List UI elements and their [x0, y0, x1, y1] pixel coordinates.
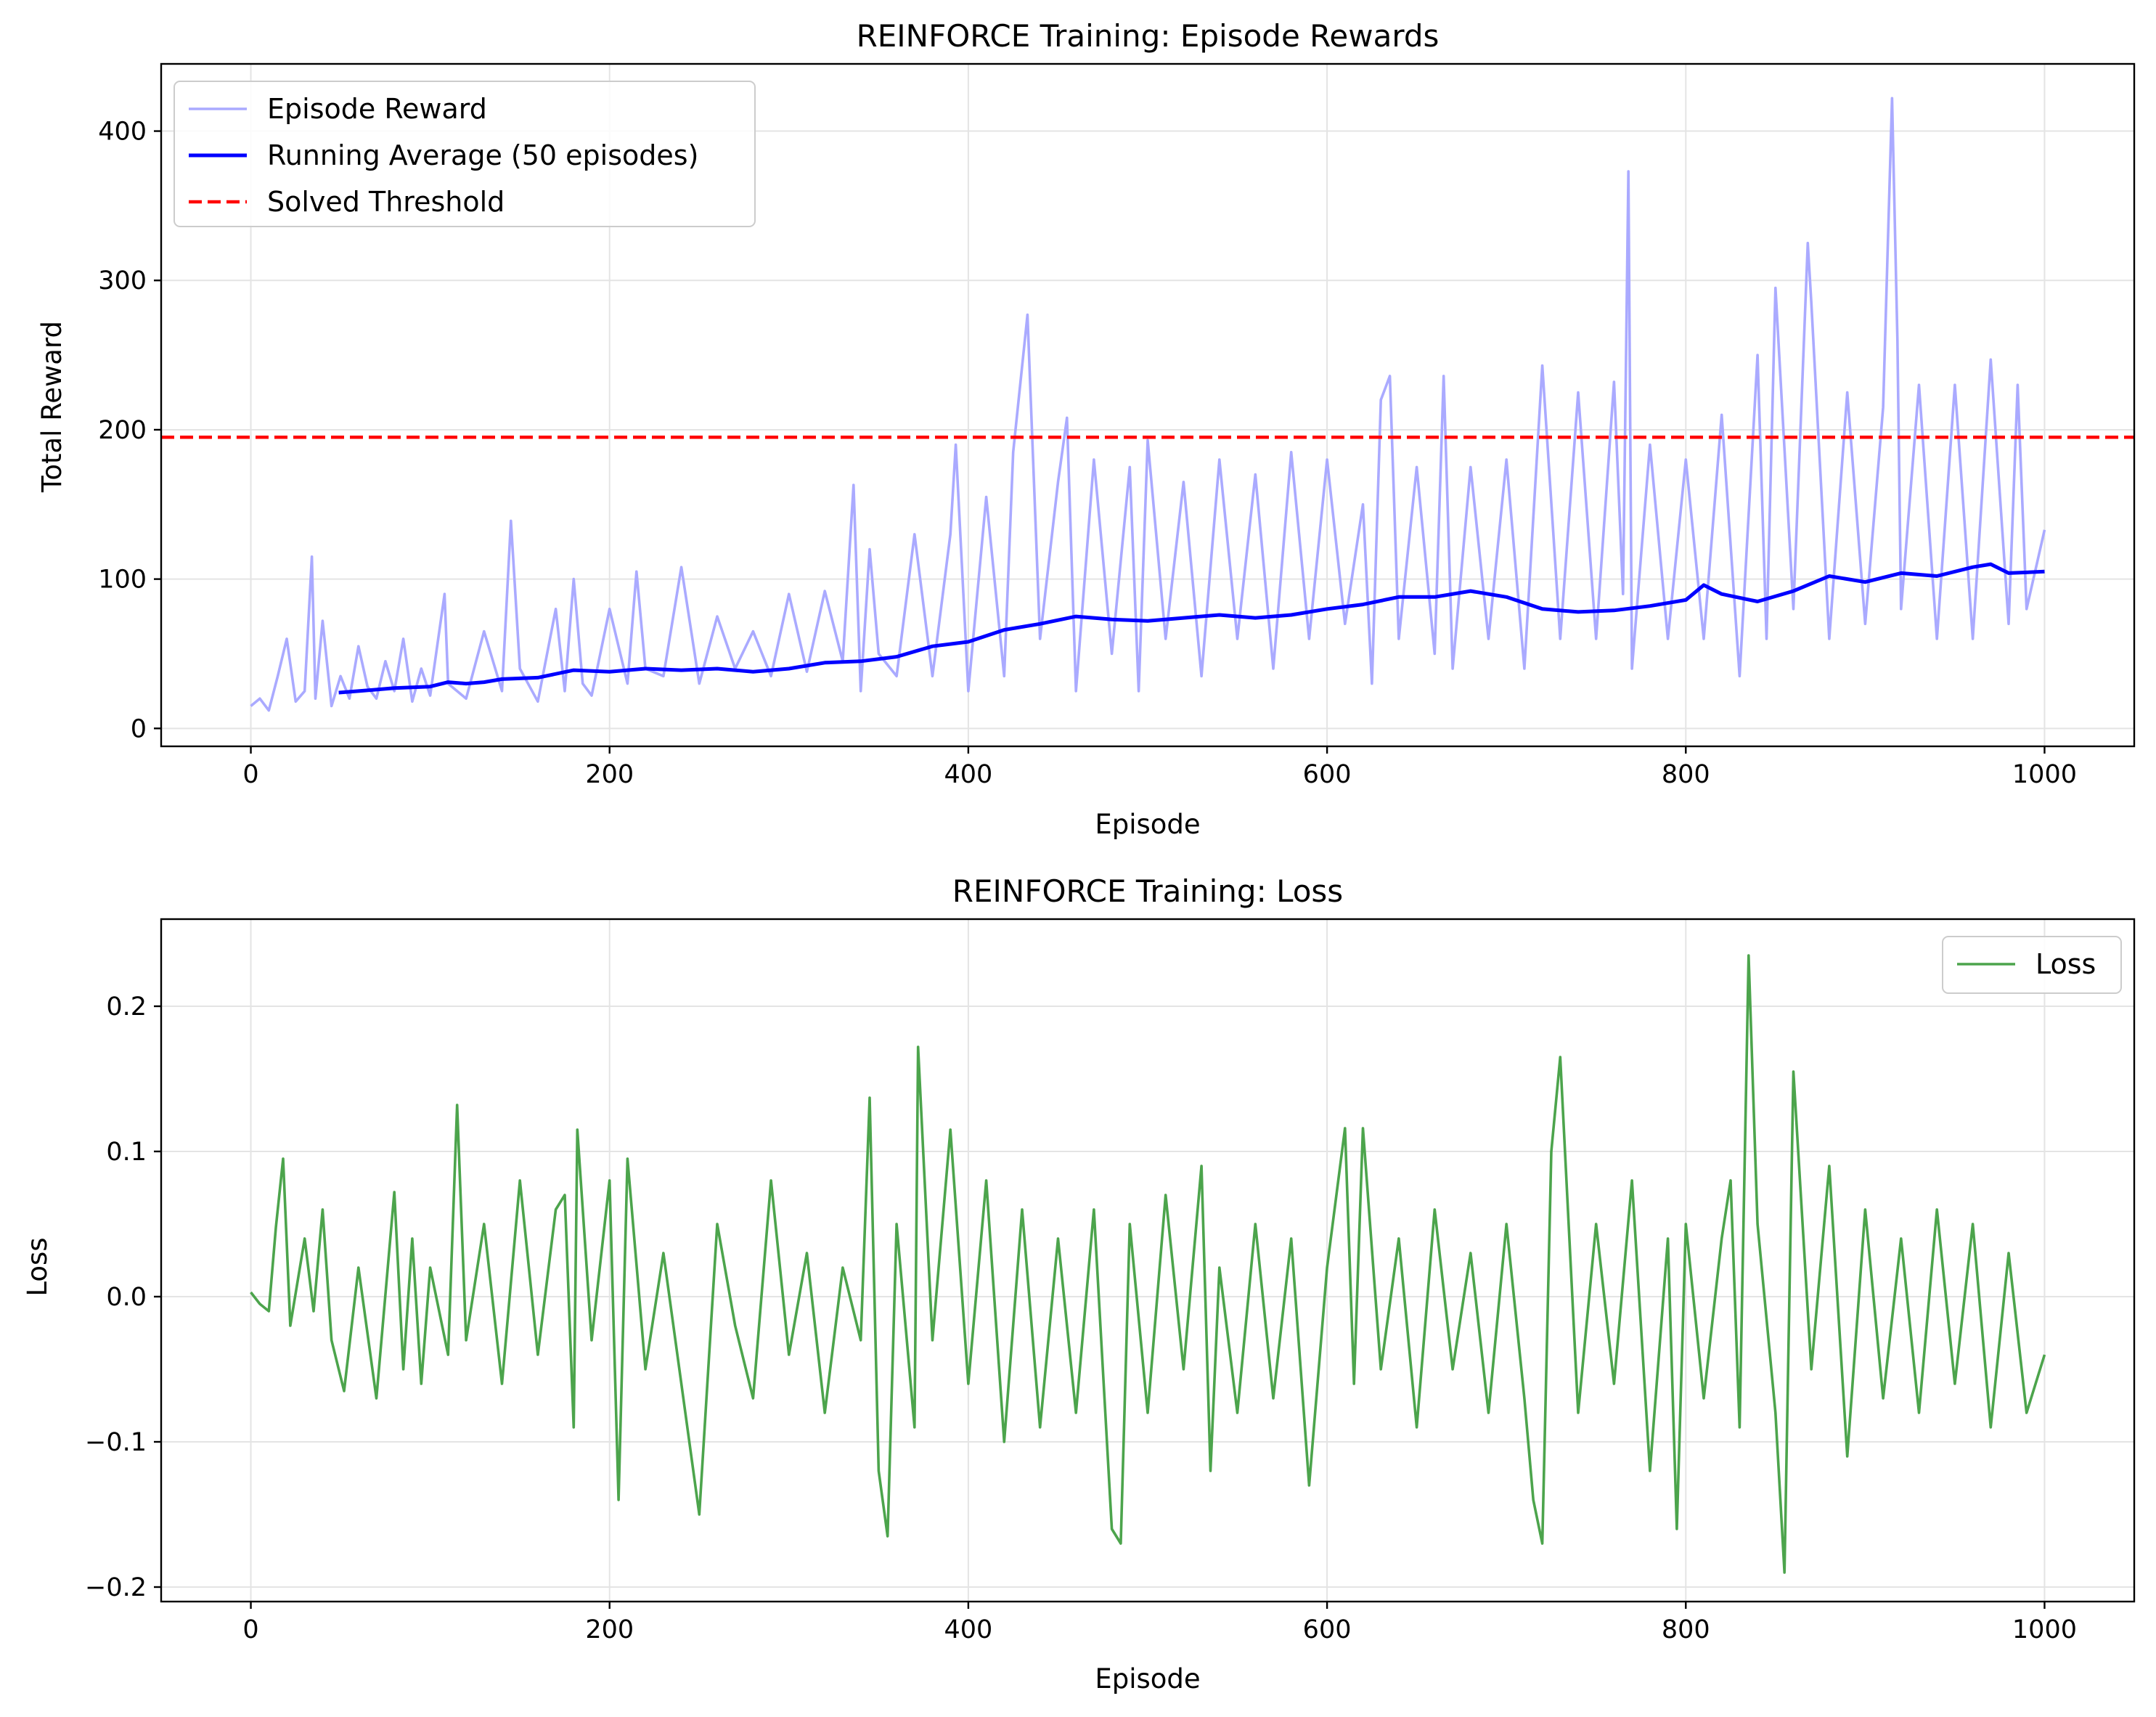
loss-ytick-label-3: 0.1: [106, 1138, 147, 1167]
loss-xtick-label-1: 200: [585, 1615, 634, 1644]
loss-axes-frame: [160, 918, 2136, 1603]
loss-xtick-label-0: 0: [242, 1615, 258, 1644]
loss-chart-ylabel: Loss: [22, 1237, 53, 1296]
reward-chart: REINFORCE Training: Episode Rewards Epis…: [36, 18, 2136, 840]
loss-chart-title: REINFORCE Training: Loss: [952, 873, 1343, 909]
loss-xtick-label-3: 600: [1303, 1615, 1352, 1644]
reward-ytick-label-0: 0: [131, 714, 147, 743]
reward-chart-title: REINFORCE Training: Episode Rewards: [857, 18, 1440, 54]
loss-legend-label-0: Loss: [2035, 948, 2096, 980]
reward-legend: Episode Reward Running Average (50 episod…: [173, 81, 756, 227]
loss-series-0: [250, 954, 2046, 1574]
loss-xtick-label-2: 400: [944, 1615, 993, 1644]
reward-plot-area: [161, 97, 2134, 712]
loss-xtick-label-4: 800: [1662, 1615, 1710, 1644]
reward-ytick-label-2: 200: [98, 416, 147, 445]
reward-xtick-label-3: 600: [1303, 760, 1352, 789]
reward-xtick-label-2: 400: [944, 760, 993, 789]
loss-ytick-label-0: −0.2: [85, 1573, 147, 1602]
reward-ytick-label-4: 400: [98, 118, 147, 147]
reward-xtick-label-4: 800: [1662, 760, 1710, 789]
reward-legend-box: [173, 81, 756, 227]
loss-plot-area: [250, 954, 2046, 1574]
loss-chart-xlabel: Episode: [1095, 1663, 1200, 1694]
loss-chart: REINFORCE Training: Loss Episode Loss 0 2…: [22, 873, 2136, 1694]
reward-series-0: [250, 97, 2046, 712]
loss-legend-box: [1942, 936, 2122, 994]
reward-xtick-label-1: 200: [585, 760, 634, 789]
reward-chart-ylabel: Total Reward: [36, 321, 68, 493]
reward-legend-label-2: Solved Threshold: [267, 186, 505, 218]
loss-xtick-label-5: 1000: [2012, 1615, 2077, 1644]
reward-legend-label-1: Running Average (50 episodes): [267, 139, 698, 171]
reward-legend-label-0: Episode Reward: [267, 93, 487, 125]
reward-ytick-label-1: 100: [98, 566, 147, 595]
loss-ytick-label-1: −0.1: [85, 1428, 147, 1457]
reward-chart-xlabel: Episode: [1095, 809, 1200, 840]
reward-axes-frame: [160, 62, 2136, 748]
reward-ytick-label-3: 300: [98, 266, 147, 295]
loss-legend: Loss: [1942, 936, 2122, 994]
loss-ytick-label-2: 0.0: [106, 1283, 147, 1312]
reward-xtick-label-5: 1000: [2012, 760, 2077, 789]
reward-xtick-label-0: 0: [242, 760, 258, 789]
reward-series-1: [338, 562, 2045, 695]
loss-ytick-label-4: 0.2: [106, 992, 147, 1021]
